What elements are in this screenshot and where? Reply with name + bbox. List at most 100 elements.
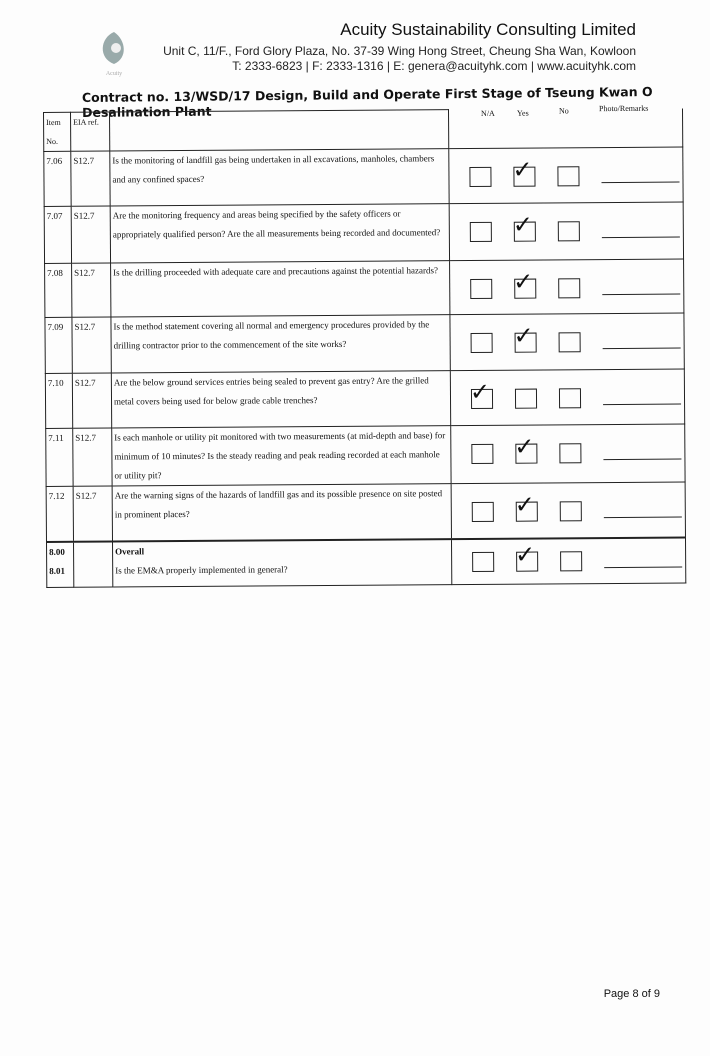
item-no: 7.06: [43, 151, 72, 207]
question: Are the warning signs of the hazards of …: [112, 483, 452, 542]
eia-ref: [73, 541, 113, 588]
answer-cell: ✓: [449, 259, 684, 315]
question: Is the method statement covering all nor…: [110, 314, 451, 374]
item-sub: 8.01: [49, 565, 65, 576]
page-number: Page 8 of 9: [603, 988, 660, 1000]
table-row: 7.10 S12.7 Are the below ground services e…: [45, 369, 685, 429]
svg-text:Acuity: Acuity: [106, 71, 122, 77]
col-item: Item No.: [43, 112, 71, 152]
remarks-line[interactable]: [603, 403, 682, 406]
answer-cell: ✓: [448, 147, 684, 204]
checkmark-icon: ✓: [513, 321, 534, 350]
checkbox-na[interactable]: [469, 221, 492, 243]
checkbox-na[interactable]: [471, 443, 494, 465]
question: Are the monitoring frequency and areas b…: [110, 203, 450, 264]
eia-ref: S12.7: [72, 428, 113, 487]
checkmark-icon: ✓: [515, 540, 536, 569]
checkbox-group: ✓: [452, 203, 681, 243]
checkbox-yes[interactable]: ✓: [514, 433, 538, 464]
item-no: 7.11: [45, 428, 74, 487]
checkbox-yes[interactable]: ✓: [513, 322, 537, 353]
checkbox-yes[interactable]: ✓: [512, 156, 536, 187]
company-name: Acuity Sustainability Consulting Limited: [340, 20, 636, 39]
checkbox-na[interactable]: ✓: [470, 378, 494, 410]
question: Are the below ground services entries be…: [111, 370, 451, 429]
table-row: 7.11 S12.7 Is each manhole or utility pit …: [45, 424, 686, 487]
table-header: Item No. EIA ref. N/A Yes No Photo/Remarks: [43, 103, 683, 152]
checkmark-icon: ✓: [469, 377, 491, 407]
question: Is the monitoring of landfill gas being …: [109, 148, 450, 207]
company-address: Unit C, 11/F., Ford Glory Plaza, No. 37-…: [163, 44, 636, 74]
checkmark-icon: ✓: [514, 490, 535, 519]
question: Is each manhole or utility pit monitored…: [111, 425, 452, 487]
checkbox-group: ✓: [454, 483, 683, 523]
checkbox-no[interactable]: [557, 166, 580, 187]
checkmark-icon: ✓: [514, 432, 535, 461]
answer-cell: ✓: [451, 482, 686, 539]
col-yes: Yes: [516, 108, 529, 118]
item-no: 7.10: [45, 373, 73, 429]
eia-ref: S12.7: [71, 263, 111, 318]
answer-cell: ✓: [450, 424, 686, 484]
remarks-line[interactable]: [602, 347, 681, 350]
eia-ref: S12.7: [71, 206, 111, 264]
checkbox-na[interactable]: [470, 278, 493, 300]
eia-ref: S12.7: [70, 151, 111, 207]
item-no: 7.08: [44, 263, 72, 318]
item-no: 7.09: [44, 317, 73, 374]
item-overall: 8.00: [49, 546, 65, 557]
col-na: N/A: [480, 108, 495, 118]
checkbox-no[interactable]: [559, 501, 582, 522]
eia-ref: S12.7: [72, 373, 112, 429]
question: Is the drilling proceeded with adequate …: [110, 260, 450, 318]
checkbox-no[interactable]: [558, 278, 581, 299]
checkbox-no[interactable]: [559, 443, 582, 464]
checkbox-na[interactable]: [469, 166, 492, 188]
col-remarks: Photo/Remarks: [598, 103, 649, 113]
overall-title: Overall: [115, 545, 145, 557]
remarks-line[interactable]: [601, 181, 680, 184]
checkbox-na[interactable]: [470, 332, 493, 354]
answer-cell: ✓: [450, 369, 685, 426]
answer-cell: ✓: [449, 202, 684, 261]
checkbox-group: ✓: [452, 260, 681, 300]
checkbox-no[interactable]: [558, 332, 581, 353]
checkbox-group: ✓: [452, 314, 681, 354]
checklist-table: Item No. EIA ref. N/A Yes No Photo/Remarks …: [43, 103, 686, 588]
checkbox-yes[interactable]: [514, 388, 538, 409]
checkbox-group: ✓: [454, 538, 683, 572]
checkbox-yes[interactable]: ✓: [515, 491, 538, 522]
remarks-line[interactable]: [604, 566, 683, 568]
checkbox-yes[interactable]: ✓: [513, 211, 536, 242]
col-no: No: [558, 105, 569, 115]
overall-question: Is the EM&A properly implemented in gene…: [115, 563, 288, 576]
item-no: 7.12: [46, 486, 74, 542]
address-line: Unit C, 11/F., Ford Glory Plaza, No. 37-…: [163, 44, 636, 58]
checkbox-no[interactable]: [558, 388, 582, 409]
checkbox-no[interactable]: [557, 221, 580, 242]
company-logo: Acuity: [102, 32, 124, 77]
checkmark-icon: ✓: [513, 267, 534, 296]
checkbox-no[interactable]: [560, 550, 583, 571]
checkbox-na[interactable]: [471, 501, 494, 523]
contact-line: T: 2333-6823 | F: 2333-1316 | E: genera@…: [232, 59, 636, 73]
checkbox-yes[interactable]: ✓: [513, 268, 537, 299]
col-eia: EIA ref.: [70, 112, 110, 152]
checkbox-group: ✓: [453, 370, 682, 410]
table-row: 7.08 S12.7 Is the drilling proceeded with …: [44, 259, 684, 318]
question: Overall Is the EM&A properly implemented …: [112, 538, 452, 588]
table-row-overall: 8.00 8.01 Overall Is the EM&A properly impl…: [46, 537, 686, 588]
checkbox-yes[interactable]: ✓: [515, 540, 539, 572]
answer-cell: ✓: [449, 313, 685, 371]
item-no: 7.07: [44, 206, 72, 264]
remarks-line[interactable]: [602, 293, 681, 296]
checkbox-na[interactable]: [472, 551, 495, 572]
checkmark-icon: ✓: [512, 210, 534, 239]
remarks-line[interactable]: [601, 236, 680, 239]
col-checks: N/A Yes No Photo/Remarks: [448, 103, 683, 149]
remarks-line[interactable]: [603, 458, 682, 461]
remarks-line[interactable]: [603, 516, 682, 519]
table-row: 7.07 S12.7 Are the monitoring frequency an…: [44, 202, 684, 264]
checkmark-icon: ✓: [512, 155, 533, 184]
